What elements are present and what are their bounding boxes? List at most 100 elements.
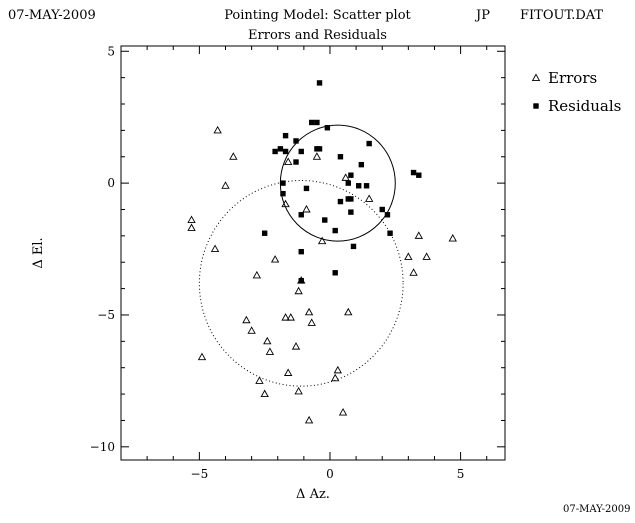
chart-title: Pointing Model: Scatter plot [224,8,411,23]
errors-point [312,152,322,160]
residuals-point [332,227,338,234]
errors-point [338,408,348,416]
errors-point [286,313,295,321]
errors-point [404,252,413,260]
legend-errors-label: Errors [548,69,597,87]
residuals-point [282,132,289,139]
errors-point [281,199,290,208]
residuals-point [387,230,393,236]
errors-point [294,286,303,295]
residuals-point [345,196,351,202]
residuals-point [298,248,304,255]
residuals-point [280,180,286,186]
header-author: JP [476,8,490,23]
residuals-point [324,125,331,131]
errors-point [364,194,374,202]
y-tick-label: −5 [97,308,115,322]
errors-point [341,173,350,181]
residuals-point [358,161,365,168]
errors-point [187,223,196,231]
data-points [187,80,457,424]
legend-errors-marker [531,73,541,81]
errors-point [294,386,303,395]
x-tick-label: 0 [326,467,334,481]
residuals-point [356,183,362,189]
errors-point [448,233,457,242]
errors-point [265,347,275,355]
plot-frame [120,45,506,461]
legend: Errors Residuals [531,69,621,115]
residuals-point [293,138,299,144]
residuals-point [379,206,385,213]
errors-point [283,157,293,165]
x-axis-label: Δ Az. [296,487,330,502]
residuals-point [348,172,354,178]
errors-point [229,152,238,160]
errors-point [307,318,316,326]
errors-point [283,368,293,376]
residuals-point [316,80,323,86]
y-axis-label: Δ El. [31,237,46,268]
chart-subtitle: Errors and Residuals [248,28,387,43]
residuals-point [277,146,284,152]
residuals-point [322,217,328,223]
errors-point [213,125,222,134]
residuals-point [363,183,370,189]
errors-point [255,376,264,384]
residuals-point [350,243,357,250]
residuals-point [345,180,351,186]
errors-point [221,181,230,189]
errors-point [210,244,220,253]
residuals-point [366,140,372,147]
residuals-point [337,198,344,205]
errors-point [270,255,280,263]
errors-point [304,415,314,424]
residuals-point [272,148,278,155]
legend-residuals-label: Residuals [548,97,621,115]
y-tick-label: −10 [90,440,115,454]
residuals-point [384,212,391,218]
residuals-point [348,209,354,215]
residuals-point [298,277,304,284]
residuals-point [314,119,320,126]
errors-point [252,270,262,279]
errors-point [344,307,353,316]
errors-point [317,236,327,245]
y-tick-label: 0 [107,176,115,190]
y-tick-label: 5 [107,44,115,58]
errors-point [422,252,431,260]
errors-point [302,204,311,213]
x-tick-label: −5 [191,467,209,481]
residuals-point [293,159,299,165]
errors-point [304,307,314,316]
error-circle [198,179,404,387]
residuals-point [308,119,315,126]
errors-point [247,326,256,334]
footer-date: 07-MAY-2009 [563,504,631,515]
errors-point [333,365,343,374]
residuals-point [261,230,268,236]
circles [198,124,404,387]
errors-point [187,215,196,224]
legend-residuals-marker [533,103,539,109]
errors-point [260,389,269,398]
residuals-point [282,148,289,155]
x-tick-label: 5 [457,467,465,481]
errors-point [409,268,418,276]
errors-point [263,336,272,345]
errors-point [414,231,423,239]
residuals-point [298,212,304,218]
residuals-point [298,148,304,155]
errors-point [242,315,251,324]
residuals-point [332,270,338,276]
residuals-point [303,185,310,192]
residuals-point [337,154,344,160]
errors-point [331,373,340,382]
residuals-point [280,190,286,197]
errors-point [291,342,301,350]
axes: −5 0 5 5 0 −5 −10 Δ Az. Δ El. [31,44,506,502]
residuals-point [314,146,320,152]
errors-point [197,352,207,361]
residuals-point [416,172,422,178]
